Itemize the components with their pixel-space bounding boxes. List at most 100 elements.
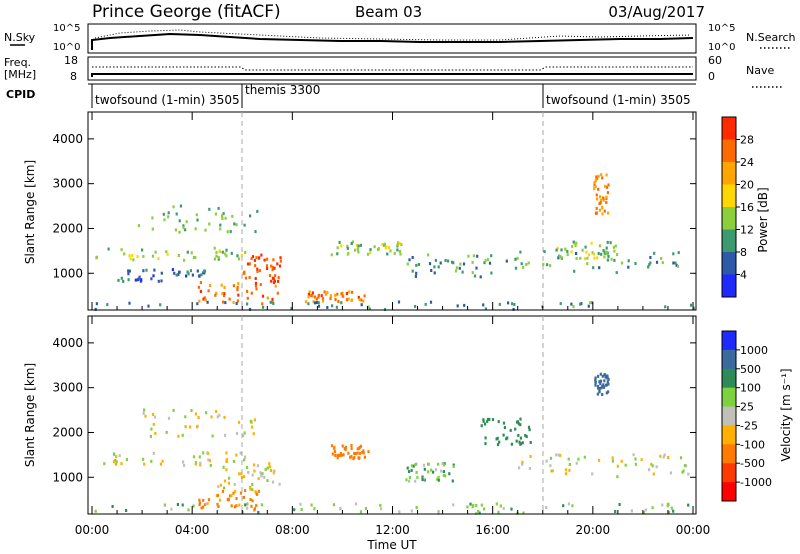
radar-echo-cell — [332, 503, 336, 507]
radar-echo-cell — [185, 220, 188, 224]
radar-echo-cell — [427, 470, 430, 474]
radar-echo-cell — [219, 223, 222, 227]
radar-echo-cell — [175, 212, 178, 216]
radar-echo-cell — [424, 302, 427, 306]
radar-echo-cell — [329, 297, 332, 301]
radar-echo-cell — [153, 268, 156, 272]
radar-echo-cell — [586, 256, 589, 260]
radar-echo-cell — [575, 241, 578, 245]
radar-echo-cell — [672, 509, 675, 513]
radar-echo-cell — [244, 455, 247, 459]
radar-echo-cell — [224, 252, 227, 256]
radar-echo-cell — [475, 266, 478, 270]
radar-echo-cell — [482, 419, 485, 423]
radar-echo-cell — [208, 459, 212, 463]
radar-echo-cell — [560, 248, 563, 252]
radar-echo-cell — [113, 452, 116, 456]
radar-echo-cell — [603, 255, 606, 259]
radar-echo-cell — [143, 408, 146, 412]
radar-echo-cell — [128, 301, 131, 305]
radar-echo-cell — [151, 254, 155, 258]
radar-echo-cell — [182, 460, 185, 464]
radar-echo-cell — [475, 511, 478, 515]
radar-echo-cell — [455, 266, 458, 270]
radar-echo-cell — [407, 470, 411, 474]
radar-echo-cell — [564, 247, 567, 251]
radar-echo-cell — [203, 269, 206, 273]
radar-echo-cell — [549, 464, 552, 468]
radar-echo-cell — [232, 459, 236, 463]
radar-echo-cell — [514, 257, 517, 261]
radar-echo-cell — [239, 491, 243, 495]
noise-tick-high-left: 10^5 — [53, 23, 80, 34]
radar-echo-cell — [165, 430, 168, 434]
radar-echo-cell — [329, 294, 332, 298]
radar-echo-cell — [204, 228, 207, 232]
radar-echo-cell — [196, 302, 199, 306]
y-tick-label: 4000 — [52, 132, 83, 146]
radar-echo-cell — [660, 257, 663, 260]
radar-echo-cell — [524, 434, 527, 437]
radar-echo-cell — [214, 293, 217, 297]
radar-echo-cell — [240, 472, 243, 476]
radar-echo-cell — [452, 465, 455, 468]
radar-echo-cell — [125, 458, 128, 462]
colorbar-tick-label: -500 — [740, 457, 765, 470]
power-colorbar: 28 24 20 16 12 8 4 — [721, 116, 754, 298]
radar-echo-cell — [603, 373, 607, 377]
radar-echo-cell — [202, 498, 205, 502]
radar-echo-cell — [412, 464, 415, 468]
radar-echo-cell — [222, 465, 225, 469]
radar-echo-cell — [203, 271, 206, 275]
radar-echo-cell — [599, 372, 602, 376]
velocity-panel-frame — [87, 315, 697, 515]
radar-echo-cell — [366, 252, 370, 256]
radar-echo-cell — [607, 382, 610, 386]
radar-echo-cell — [546, 263, 549, 267]
radar-echo-cell — [606, 258, 609, 262]
radar-echo-cell — [415, 470, 418, 474]
radar-echo-cell — [252, 432, 255, 436]
radar-echo-cell — [687, 472, 690, 476]
radar-echo-cell — [223, 479, 227, 483]
radar-echo-cell — [469, 502, 472, 506]
radar-echo-cell — [167, 416, 171, 420]
radar-echo-cell — [229, 230, 232, 234]
radar-echo-cell — [115, 460, 118, 464]
radar-echo-cell — [235, 504, 238, 508]
radar-echo-cell — [484, 259, 487, 263]
radar-echo-cell — [350, 298, 354, 302]
radar-echo-cell — [304, 300, 308, 304]
radar-echo-cell — [415, 271, 418, 275]
radar-echo-cell — [221, 489, 225, 493]
radar-echo-cell — [456, 304, 459, 308]
radar-echo-cell — [257, 510, 260, 514]
radar-echo-cell — [480, 424, 483, 428]
radar-echo-cell — [433, 271, 436, 275]
radar-echo-cell — [683, 464, 686, 468]
radar-echo-cell — [440, 469, 443, 473]
radar-echo-cell — [649, 256, 652, 259]
radar-echo-cell — [190, 409, 193, 412]
radar-echo-cell — [199, 463, 202, 467]
radar-echo-cell — [367, 305, 370, 309]
radar-echo-cell — [123, 252, 126, 256]
radar-echo-cell — [667, 456, 670, 459]
radar-echo-cell — [197, 416, 200, 419]
radar-echo-cell — [253, 418, 256, 422]
y-tick-label: 1000 — [52, 266, 83, 280]
radar-echo-cell — [165, 250, 168, 254]
radar-echo-cell — [444, 474, 447, 478]
radar-echo-cell — [217, 255, 220, 259]
radar-echo-cell — [186, 250, 189, 254]
radar-echo-cell — [467, 254, 470, 258]
radar-echo-cell — [529, 455, 532, 458]
radar-echo-cell — [571, 504, 574, 508]
radar-echo-cell — [490, 254, 493, 258]
radar-echo-cell — [558, 255, 562, 259]
radar-echo-cell — [687, 503, 690, 507]
radar-echo-cell — [223, 294, 226, 298]
radar-echo-cell — [574, 244, 577, 248]
radar-echo-cell — [360, 303, 363, 307]
